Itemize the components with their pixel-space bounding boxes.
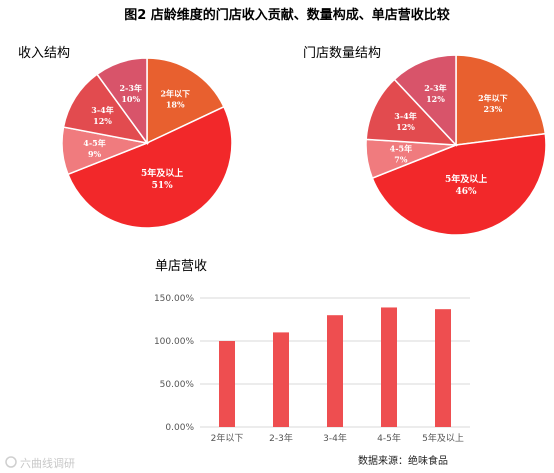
pie-slice-label: 2年以下 bbox=[160, 89, 190, 99]
pie-slice bbox=[365, 78, 458, 146]
pie-slice bbox=[371, 132, 547, 236]
pie-slice-label: 2年以下 bbox=[478, 93, 508, 103]
pie-slice-percent: 12% bbox=[396, 122, 415, 132]
pie-slice-label: 2-3年 bbox=[424, 83, 446, 93]
pie-slice-label: 4-5年 bbox=[390, 144, 412, 154]
source-note: 数据来源：绝味食品 bbox=[358, 454, 448, 467]
bar bbox=[435, 309, 451, 427]
bar bbox=[381, 307, 397, 427]
pie-slice-label: 5年及以上 bbox=[141, 167, 183, 179]
pie-slice-label: 2-3年 bbox=[119, 83, 141, 93]
pie-slice bbox=[95, 57, 148, 146]
pie1-title: 收入结构 bbox=[18, 46, 70, 61]
pie-slice-percent: 7% bbox=[394, 155, 408, 165]
x-tick-label: 5年及以上 bbox=[422, 432, 464, 444]
figure-title: 图2 店龄维度的门店收入贡献、数量构成、单店营收比较 bbox=[124, 7, 450, 23]
pie-slice-label: 4-5年 bbox=[83, 138, 105, 148]
x-tick-label: 4-5年 bbox=[377, 432, 401, 444]
y-tick-label: 150.00% bbox=[154, 294, 194, 304]
pie-slice-percent: 10% bbox=[121, 94, 140, 104]
y-tick-label: 100.00% bbox=[154, 337, 194, 347]
pie-slice bbox=[66, 105, 233, 229]
pie-slice bbox=[62, 73, 149, 145]
pie-slice-percent: 46% bbox=[456, 187, 478, 197]
y-tick-label: 50.00% bbox=[160, 380, 195, 390]
y-tick-label: 0.00% bbox=[165, 423, 194, 433]
bar-title: 单店营收 bbox=[155, 259, 207, 274]
bar bbox=[327, 315, 343, 427]
pie-slice bbox=[146, 57, 225, 145]
x-tick-label: 2-3年 bbox=[269, 432, 293, 444]
watermark-text: 六曲线调研 bbox=[20, 456, 75, 470]
pie-slice-percent: 12% bbox=[93, 116, 112, 126]
bar bbox=[219, 341, 235, 427]
pie2-title: 门店数量结构 bbox=[303, 46, 381, 61]
pie-slice-label: 3-4年 bbox=[91, 105, 113, 115]
pie-slice-percent: 23% bbox=[484, 104, 503, 114]
watermark: 六曲线调研 bbox=[5, 456, 75, 470]
pie-slice-percent: 18% bbox=[166, 100, 185, 110]
bar bbox=[273, 332, 289, 427]
x-tick-label: 2年以下 bbox=[211, 432, 244, 444]
pie-slice-percent: 9% bbox=[88, 149, 102, 159]
pie-slice-percent: 12% bbox=[426, 94, 445, 104]
pie-slice-percent: 51% bbox=[152, 181, 174, 191]
bar-chart-per-store-revenue: 0.00% 50.00% 100.00% 150.00% 2年以下 2-3年 3-4年 4-5… bbox=[154, 294, 470, 444]
pie-slice bbox=[393, 54, 457, 147]
pie-slice-label: 5年及以上 bbox=[445, 173, 487, 185]
pie-slice-label: 3-4年 bbox=[394, 111, 416, 121]
pie-slice bbox=[455, 54, 547, 146]
x-tick-label: 3-4年 bbox=[323, 432, 347, 444]
